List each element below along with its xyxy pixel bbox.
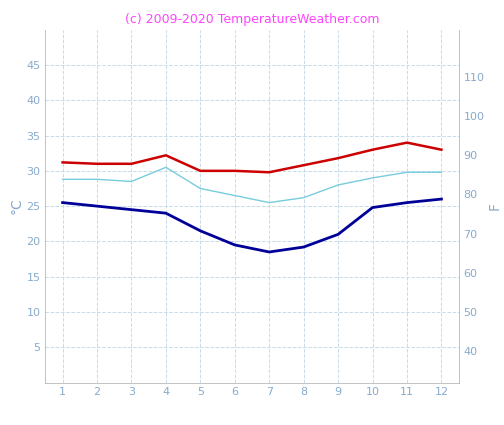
Text: (c) 2009-2020 TemperatureWeather.com: (c) 2009-2020 TemperatureWeather.com (125, 13, 379, 26)
Y-axis label: °C: °C (10, 198, 24, 215)
Y-axis label: F: F (487, 202, 501, 210)
